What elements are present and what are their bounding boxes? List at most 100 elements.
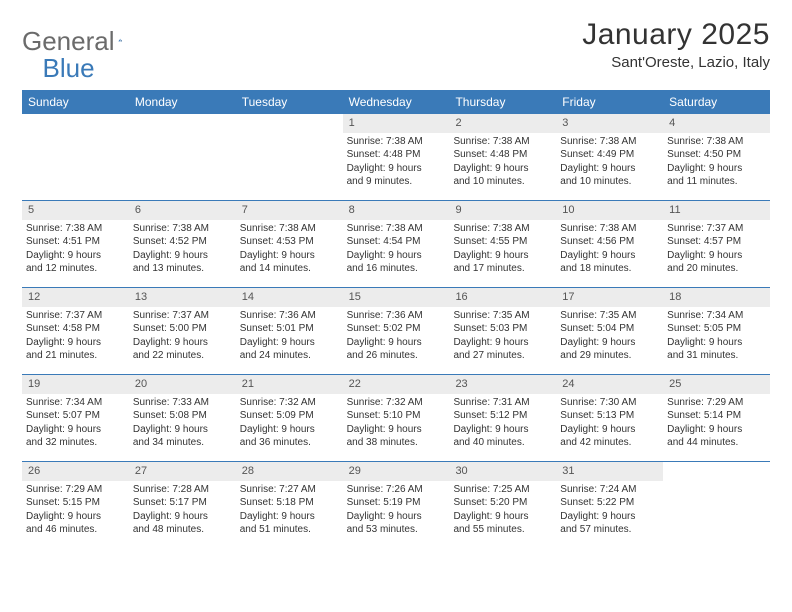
day-cell: 12Sunrise: 7:37 AMSunset: 4:58 PMDayligh… bbox=[22, 288, 129, 374]
sunrise-line: Sunrise: 7:38 AM bbox=[133, 222, 232, 236]
daylight-line2: and 32 minutes. bbox=[26, 436, 125, 450]
day-cell: 26Sunrise: 7:29 AMSunset: 5:15 PMDayligh… bbox=[22, 462, 129, 548]
sunset-line: Sunset: 5:13 PM bbox=[560, 409, 659, 423]
dow-wednesday: Wednesday bbox=[343, 90, 450, 114]
daylight-line1: Daylight: 9 hours bbox=[26, 423, 125, 437]
sunrise-line: Sunrise: 7:29 AM bbox=[26, 483, 125, 497]
daylight-line2: and 24 minutes. bbox=[240, 349, 339, 363]
day-number: 14 bbox=[236, 288, 343, 307]
dow-monday: Monday bbox=[129, 90, 236, 114]
day-number: 29 bbox=[343, 462, 450, 481]
empty-day bbox=[236, 114, 343, 132]
sunset-line: Sunset: 5:12 PM bbox=[453, 409, 552, 423]
daylight-line2: and 10 minutes. bbox=[453, 175, 552, 189]
daylight-line1: Daylight: 9 hours bbox=[133, 249, 232, 263]
dow-tuesday: Tuesday bbox=[236, 90, 343, 114]
daylight-line1: Daylight: 9 hours bbox=[347, 510, 446, 524]
sunset-line: Sunset: 5:02 PM bbox=[347, 322, 446, 336]
sunrise-line: Sunrise: 7:35 AM bbox=[453, 309, 552, 323]
daylight-line1: Daylight: 9 hours bbox=[560, 336, 659, 350]
day-cell: 22Sunrise: 7:32 AMSunset: 5:10 PMDayligh… bbox=[343, 375, 450, 461]
week-row: 19Sunrise: 7:34 AMSunset: 5:07 PMDayligh… bbox=[22, 375, 770, 462]
day-cell: 10Sunrise: 7:38 AMSunset: 4:56 PMDayligh… bbox=[556, 201, 663, 287]
day-cell bbox=[22, 114, 129, 200]
daylight-line1: Daylight: 9 hours bbox=[347, 336, 446, 350]
day-cell: 7Sunrise: 7:38 AMSunset: 4:53 PMDaylight… bbox=[236, 201, 343, 287]
daylight-line2: and 46 minutes. bbox=[26, 523, 125, 537]
day-number: 27 bbox=[129, 462, 236, 481]
daylight-line2: and 10 minutes. bbox=[560, 175, 659, 189]
day-number: 20 bbox=[129, 375, 236, 394]
brand-sail-icon bbox=[118, 30, 123, 50]
brand-word2: Blue bbox=[43, 53, 95, 84]
daylight-line2: and 18 minutes. bbox=[560, 262, 659, 276]
sunrise-line: Sunrise: 7:38 AM bbox=[26, 222, 125, 236]
day-cell: 21Sunrise: 7:32 AMSunset: 5:09 PMDayligh… bbox=[236, 375, 343, 461]
empty-day bbox=[22, 114, 129, 132]
day-cell: 25Sunrise: 7:29 AMSunset: 5:14 PMDayligh… bbox=[663, 375, 770, 461]
day-number: 25 bbox=[663, 375, 770, 394]
day-cell: 13Sunrise: 7:37 AMSunset: 5:00 PMDayligh… bbox=[129, 288, 236, 374]
sunset-line: Sunset: 4:57 PM bbox=[667, 235, 766, 249]
sunset-line: Sunset: 4:52 PM bbox=[133, 235, 232, 249]
day-number: 21 bbox=[236, 375, 343, 394]
day-cell: 3Sunrise: 7:38 AMSunset: 4:49 PMDaylight… bbox=[556, 114, 663, 200]
daylight-line1: Daylight: 9 hours bbox=[240, 423, 339, 437]
sunrise-line: Sunrise: 7:36 AM bbox=[347, 309, 446, 323]
daylight-line2: and 31 minutes. bbox=[667, 349, 766, 363]
day-cell: 15Sunrise: 7:36 AMSunset: 5:02 PMDayligh… bbox=[343, 288, 450, 374]
day-cell: 2Sunrise: 7:38 AMSunset: 4:48 PMDaylight… bbox=[449, 114, 556, 200]
day-cell: 24Sunrise: 7:30 AMSunset: 5:13 PMDayligh… bbox=[556, 375, 663, 461]
day-number: 24 bbox=[556, 375, 663, 394]
sunset-line: Sunset: 5:03 PM bbox=[453, 322, 552, 336]
sunrise-line: Sunrise: 7:30 AM bbox=[560, 396, 659, 410]
day-cell: 11Sunrise: 7:37 AMSunset: 4:57 PMDayligh… bbox=[663, 201, 770, 287]
daylight-line1: Daylight: 9 hours bbox=[26, 336, 125, 350]
day-cell: 6 Sunrise: 7:38 AMSunset: 4:52 PMDaylight… bbox=[129, 201, 236, 287]
day-number: 11 bbox=[663, 201, 770, 220]
daylight-line2: and 22 minutes. bbox=[133, 349, 232, 363]
sunset-line: Sunset: 4:54 PM bbox=[347, 235, 446, 249]
daylight-line1: Daylight: 9 hours bbox=[133, 423, 232, 437]
day-number: 9 bbox=[449, 201, 556, 220]
day-cell: 16Sunrise: 7:35 AMSunset: 5:03 PMDayligh… bbox=[449, 288, 556, 374]
daylight-line2: and 21 minutes. bbox=[26, 349, 125, 363]
sunset-line: Sunset: 5:00 PM bbox=[133, 322, 232, 336]
week-row: 1Sunrise: 7:38 AMSunset: 4:48 PMDaylight… bbox=[22, 114, 770, 201]
sunrise-line: Sunrise: 7:36 AM bbox=[240, 309, 339, 323]
day-cell: 27Sunrise: 7:28 AMSunset: 5:17 PMDayligh… bbox=[129, 462, 236, 548]
sunrise-line: Sunrise: 7:33 AM bbox=[133, 396, 232, 410]
sunset-line: Sunset: 4:51 PM bbox=[26, 235, 125, 249]
day-number: 12 bbox=[22, 288, 129, 307]
day-number: 6 bbox=[129, 201, 236, 220]
sunrise-line: Sunrise: 7:38 AM bbox=[667, 135, 766, 149]
week-row: 26Sunrise: 7:29 AMSunset: 5:15 PMDayligh… bbox=[22, 462, 770, 548]
daylight-line1: Daylight: 9 hours bbox=[133, 336, 232, 350]
daylight-line1: Daylight: 9 hours bbox=[347, 162, 446, 176]
dow-friday: Friday bbox=[556, 90, 663, 114]
sunset-line: Sunset: 4:56 PM bbox=[560, 235, 659, 249]
sunrise-line: Sunrise: 7:38 AM bbox=[347, 222, 446, 236]
sunset-line: Sunset: 5:14 PM bbox=[667, 409, 766, 423]
daylight-line2: and 40 minutes. bbox=[453, 436, 552, 450]
day-number: 3 bbox=[556, 114, 663, 133]
day-cell: 9Sunrise: 7:38 AMSunset: 4:55 PMDaylight… bbox=[449, 201, 556, 287]
day-cell: 4Sunrise: 7:38 AMSunset: 4:50 PMDaylight… bbox=[663, 114, 770, 200]
daylight-line1: Daylight: 9 hours bbox=[347, 423, 446, 437]
month-title: January 2025 bbox=[582, 18, 770, 52]
daylight-line1: Daylight: 9 hours bbox=[453, 423, 552, 437]
sunset-line: Sunset: 5:22 PM bbox=[560, 496, 659, 510]
week-row: 12Sunrise: 7:37 AMSunset: 4:58 PMDayligh… bbox=[22, 288, 770, 375]
day-number: 16 bbox=[449, 288, 556, 307]
daylight-line2: and 57 minutes. bbox=[560, 523, 659, 537]
sunset-line: Sunset: 5:09 PM bbox=[240, 409, 339, 423]
sunrise-line: Sunrise: 7:37 AM bbox=[133, 309, 232, 323]
daylight-line1: Daylight: 9 hours bbox=[240, 249, 339, 263]
sunrise-line: Sunrise: 7:35 AM bbox=[560, 309, 659, 323]
daylight-line1: Daylight: 9 hours bbox=[453, 162, 552, 176]
day-number: 2 bbox=[449, 114, 556, 133]
day-cell: 23Sunrise: 7:31 AMSunset: 5:12 PMDayligh… bbox=[449, 375, 556, 461]
sunset-line: Sunset: 5:10 PM bbox=[347, 409, 446, 423]
daylight-line2: and 9 minutes. bbox=[347, 175, 446, 189]
sunrise-line: Sunrise: 7:37 AM bbox=[26, 309, 125, 323]
